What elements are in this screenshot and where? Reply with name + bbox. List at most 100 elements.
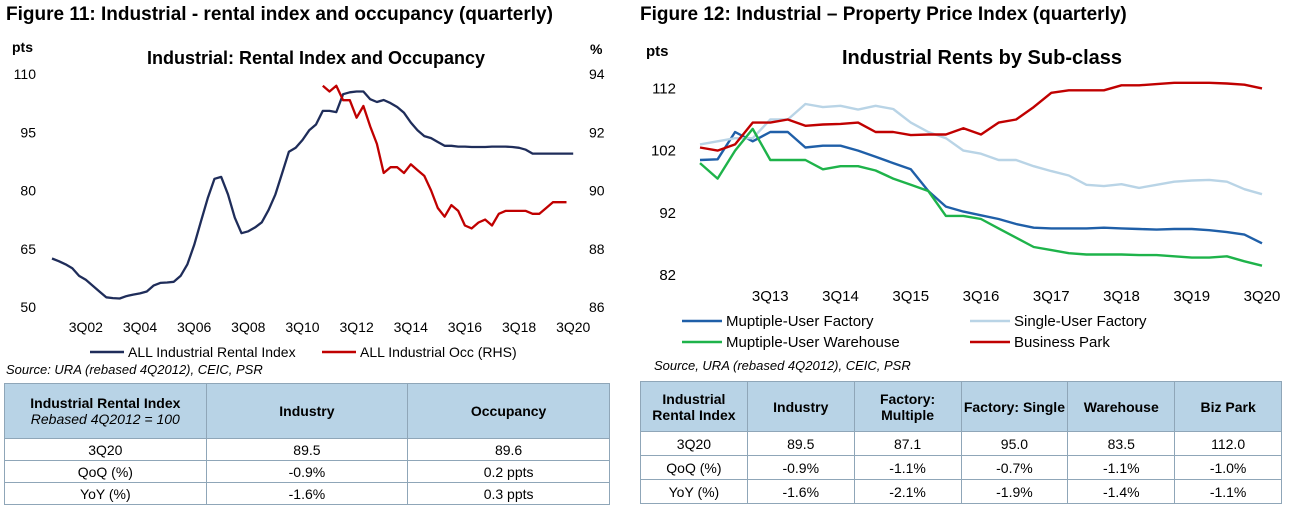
table-cell: -1.6%	[746, 479, 855, 504]
table-cell: -1.4%	[1067, 479, 1176, 504]
x-tick-label: 3Q06	[177, 319, 211, 335]
table-cell: -0.9%	[205, 460, 409, 483]
y-axis-label: pts	[646, 43, 669, 60]
y-tick-right: 88	[589, 241, 605, 257]
figure-11-chart: Industrial: Rental Index and Occupancy pt…	[0, 36, 620, 366]
table-cell: 83.5	[1067, 431, 1176, 456]
x-tick-label: 3Q12	[339, 319, 373, 335]
x-tick-label: 3Q10	[285, 319, 319, 335]
y-tick-left: 80	[20, 183, 36, 199]
chart-title: Industrial: Rental Index and Occupancy	[147, 48, 485, 68]
table-row: YoY (%) -1.6% 0.3 ppts	[4, 482, 610, 505]
table-row: QoQ (%) -0.9% 0.2 ppts	[4, 460, 610, 483]
rental-occupancy-chart: Industrial: Rental Index and Occupancy pt…	[12, 39, 605, 360]
series-line-0	[699, 130, 1263, 245]
x-tick-label: 3Q18	[1103, 288, 1140, 305]
table-cell: -0.9%	[746, 455, 855, 480]
table-cell: -1.6%	[205, 482, 409, 505]
figure-11-source: Source: URA (rebased 4Q2012), CEIC, PSR	[6, 362, 263, 377]
table-cell: 89.6	[407, 438, 610, 461]
figure-12-source: Source, URA (rebased 4Q2012), CEIC, PSR	[654, 358, 911, 373]
table-header-index: Industrial Rental Index Rebased 4Q2012 =…	[4, 383, 207, 439]
table-cell: 95.0	[960, 431, 1069, 456]
y-axis-left-label: pts	[12, 39, 33, 55]
series-line-0	[51, 90, 574, 300]
table-cell: 0.2 ppts	[407, 460, 610, 483]
table-header-occupancy: Occupancy	[407, 383, 610, 439]
y-tick-left: 110	[14, 66, 37, 82]
table-cell: 89.5	[205, 438, 409, 461]
table-row: 3Q20 89.5 87.1 95.0 83.5 112.0	[640, 431, 1282, 456]
x-tick-label: 3Q15	[892, 288, 929, 305]
row-label: QoQ (%)	[640, 455, 748, 480]
series-line-3	[699, 81, 1263, 152]
series-line-1	[699, 102, 1263, 196]
table-header-industry: Industry	[746, 381, 855, 432]
x-tick-label: 3Q17	[1033, 288, 1070, 305]
y-axis-right-label: %	[590, 41, 603, 57]
table-row: 3Q20 89.5 89.6	[4, 438, 610, 461]
row-label: YoY (%)	[4, 482, 207, 505]
row-label: 3Q20	[640, 431, 748, 456]
table-cell: -1.1%	[1174, 479, 1282, 504]
figure-11-title: Figure 11: Industrial - rental index and…	[6, 4, 553, 25]
table-row: YoY (%) -1.6% -2.1% -1.9% -1.4% -1.1%	[640, 479, 1282, 504]
y-tick-label: 82	[659, 267, 676, 284]
figure-12-title: Figure 12: Industrial – Property Price I…	[640, 4, 1127, 25]
y-tick-label: 102	[651, 143, 676, 160]
table-cell: -0.7%	[960, 455, 1069, 480]
y-tick-left: 95	[20, 124, 36, 140]
table-cell: 87.1	[853, 431, 962, 456]
table-cell: 112.0	[1174, 431, 1282, 456]
x-tick-label: 3Q04	[123, 319, 157, 335]
y-tick-right: 86	[589, 299, 605, 315]
row-label: YoY (%)	[640, 479, 748, 504]
y-tick-right: 94	[589, 66, 605, 82]
legend-label-1: ALL Industrial Occ (RHS)	[360, 344, 517, 360]
x-tick-label: 3Q18	[502, 319, 536, 335]
chart-title: Industrial Rents by Sub-class	[842, 47, 1122, 69]
legend-label-1: Single-User Factory	[1014, 313, 1147, 330]
row-label: QoQ (%)	[4, 460, 207, 483]
x-tick-label: 3Q14	[394, 319, 428, 335]
x-tick-label: 3Q16	[963, 288, 1000, 305]
x-tick-label: 3Q20	[1244, 288, 1281, 305]
table-cell: -1.9%	[960, 479, 1069, 504]
y-tick-right: 92	[589, 124, 605, 140]
legend-label-3: Business Park	[1014, 334, 1110, 351]
table-cell: -1.0%	[1174, 455, 1282, 480]
legend-label-0: Muptiple-User Factory	[726, 313, 874, 330]
table-header-factory-multiple: Factory: Multiple	[853, 381, 962, 432]
table-cell: -2.1%	[853, 479, 962, 504]
y-tick-label: 112	[652, 80, 676, 97]
y-tick-left: 65	[20, 241, 36, 257]
y-tick-right: 90	[589, 183, 605, 199]
x-tick-label: 3Q13	[752, 288, 789, 305]
x-tick-label: 3Q08	[231, 319, 265, 335]
row-label: 3Q20	[4, 438, 207, 461]
table-header-index: Industrial Rental Index	[640, 381, 748, 432]
y-tick-left: 50	[20, 299, 36, 315]
x-tick-label: 3Q02	[69, 319, 103, 335]
figure-12-chart: Industrial Rents by Sub-class pts 82 92 102 1…	[640, 36, 1290, 356]
table-header-biz-park: Biz Park	[1174, 381, 1282, 432]
table-header-warehouse: Warehouse	[1067, 381, 1176, 432]
x-tick-label: 3Q16	[448, 319, 482, 335]
y-tick-label: 92	[659, 205, 676, 222]
legend-label-0: ALL Industrial Rental Index	[128, 344, 296, 360]
x-tick-label: 3Q14	[822, 288, 859, 305]
table-header-title: Industrial Rental Index	[30, 395, 181, 411]
rents-by-subclass-chart: Industrial Rents by Sub-class pts 82 92 102 1…	[646, 43, 1281, 351]
series-line-2	[699, 127, 1263, 267]
table-cell: 89.5	[746, 431, 855, 456]
table-cell: -1.1%	[853, 455, 962, 480]
figure-12-table: Industrial Rental Index Industry Factory…	[640, 381, 1282, 504]
table-cell: -1.1%	[1067, 455, 1176, 480]
figure-11-table: Industrial Rental Index Rebased 4Q2012 =…	[4, 383, 610, 505]
table-cell: 0.3 ppts	[407, 482, 610, 505]
table-header-industry: Industry	[205, 383, 409, 439]
x-tick-label: 3Q20	[556, 319, 590, 335]
table-row: QoQ (%) -0.9% -1.1% -0.7% -1.1% -1.0%	[640, 455, 1282, 480]
table-header-factory-single: Factory: Single	[960, 381, 1069, 432]
legend-label-2: Muptiple-User Warehouse	[726, 334, 900, 351]
